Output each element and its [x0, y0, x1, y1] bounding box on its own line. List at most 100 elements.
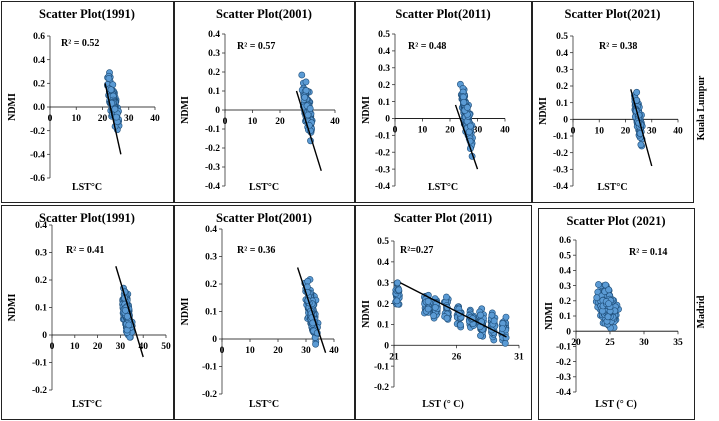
x-tick-label: 30: [639, 338, 649, 348]
trend-line: [399, 282, 507, 338]
x-tick-label: 40: [138, 342, 148, 352]
y-tick-label: 0.1: [559, 312, 571, 322]
x-tick-label: 30: [473, 125, 483, 135]
x-tick-label: 25: [605, 338, 615, 348]
trend-line: [630, 89, 653, 167]
x-tick-label: 10: [595, 126, 605, 136]
y-tick-label: -0.3: [375, 165, 390, 175]
data-point: [424, 297, 432, 305]
x-tick-label: 0: [50, 342, 55, 352]
x-tick-label: 0: [571, 126, 576, 136]
x-tick-label: 30: [124, 114, 134, 124]
y-axis-label: NDMI: [538, 97, 549, 125]
r-squared-label: R² = 0.57: [237, 41, 275, 52]
x-tick-label: 20: [93, 342, 103, 352]
y-tick-label: 0: [385, 115, 390, 125]
y-tick-label: -0.4: [30, 151, 45, 161]
x-tick-label: 20: [98, 114, 108, 124]
x-tick-label: 20: [571, 338, 581, 348]
y-tick-label: 0.2: [208, 68, 220, 78]
panel-frame: [1, 1, 174, 203]
data-point: [501, 339, 509, 347]
x-tick-label: 30: [116, 342, 126, 352]
scatter-panel-2: Scatter Plot(2011)-0.4-0.3-0.2-0.100.10.…: [355, 1, 532, 203]
chart-title: Scatter Plot(2001): [216, 7, 312, 21]
y-tick-label: 0.4: [35, 221, 47, 231]
y-tick-label: 0.4: [556, 49, 568, 59]
data-point: [122, 306, 129, 314]
data-point: [498, 325, 506, 332]
y-axis-label: NDMI: [361, 96, 372, 124]
x-axis-label: LST (° C): [422, 399, 464, 410]
y-tick-label: 0.4: [378, 47, 390, 57]
y-tick-label: -0.1: [556, 343, 571, 353]
data-point: [595, 281, 602, 288]
trend-line: [454, 104, 479, 170]
data-point: [302, 78, 310, 86]
y-tick-label: 0.2: [377, 300, 389, 310]
x-tick-label: 40: [329, 346, 339, 356]
x-tick-label: 10: [245, 346, 255, 356]
scatter-panel-1: Scatter Plot(2001)-0.4-0.3-0.2-0.100.10.…: [174, 1, 355, 203]
y-axis-label: NDMI: [180, 298, 191, 326]
x-tick-label: 40: [500, 125, 510, 135]
data-point: [605, 286, 613, 294]
y-tick-label: 0: [215, 106, 220, 116]
panel-frame: [538, 208, 695, 420]
y-tick-label: 0.1: [208, 87, 220, 97]
y-tick-label: -0.1: [205, 125, 220, 135]
y-tick-label: 0: [212, 335, 217, 345]
x-axis-label: LST°C: [428, 182, 458, 193]
y-tick-label: -0.1: [32, 359, 47, 369]
y-tick-label: -0.6: [30, 174, 45, 184]
chart-title: Scatter Plot(2001): [216, 211, 312, 225]
y-tick-label: 0.3: [208, 49, 220, 59]
data-point: [424, 305, 432, 313]
data-point: [105, 75, 113, 82]
y-tick-label: 0.1: [556, 99, 568, 109]
y-tick-label: -0.3: [556, 373, 571, 383]
data-point: [490, 317, 498, 325]
data-point: [477, 311, 484, 319]
data-point: [466, 122, 474, 130]
x-axis-label: LST°C: [249, 182, 279, 193]
y-tick-label: 0.6: [33, 32, 45, 42]
data-point: [465, 128, 473, 136]
data-point: [393, 297, 401, 305]
x-tick-label: 40: [673, 126, 683, 136]
x-axis-label: LST°C: [249, 399, 279, 410]
x-tick-label: 26: [452, 352, 462, 362]
y-tick-label: 0.0: [33, 103, 45, 113]
chart-title: Scatter Plot(1991): [39, 211, 135, 225]
y-tick-label: -0.1: [553, 132, 568, 142]
x-tick-label: 0: [48, 114, 53, 124]
y-tick-label: 0.4: [33, 56, 45, 66]
y-axis-label: NDMI: [180, 96, 191, 124]
y-tick-label: 0.1: [35, 304, 47, 314]
y-tick-label: -0.1: [202, 363, 217, 373]
data-points: [592, 281, 622, 332]
data-point: [304, 277, 312, 285]
y-tick-label: 0.5: [378, 30, 390, 40]
panel-frame: [1, 205, 174, 420]
y-tick-label: -0.2: [374, 383, 389, 393]
chart-title: Scatter Plot(1991): [39, 7, 135, 21]
x-tick-label: 20: [275, 117, 285, 127]
y-tick-label: 0.5: [556, 32, 568, 42]
y-tick-label: 0.1: [205, 308, 217, 318]
y-tick-label: 0.5: [559, 251, 571, 261]
y-tick-label: 0.3: [556, 66, 568, 76]
row-label-madrid: Madrid: [696, 295, 707, 328]
x-tick-label: 35: [673, 338, 683, 348]
data-point: [395, 286, 403, 294]
scatter-panel-6: Scatter Plot (2011) -0.2 -0.1 0 0.1 0.2 0.3 0.4…: [355, 205, 532, 420]
data-point: [442, 293, 450, 301]
y-axis-label: NDMI: [7, 93, 18, 121]
trend-line: [104, 83, 122, 155]
x-axis-label: LST°C: [597, 182, 627, 193]
y-tick-label: -0.1: [374, 362, 389, 372]
panel-frame: [174, 205, 355, 420]
scatter-panel-5: Scatter Plot(2001)-0.2-0.100.10.20.30.40…: [174, 205, 355, 420]
data-point: [113, 113, 120, 121]
